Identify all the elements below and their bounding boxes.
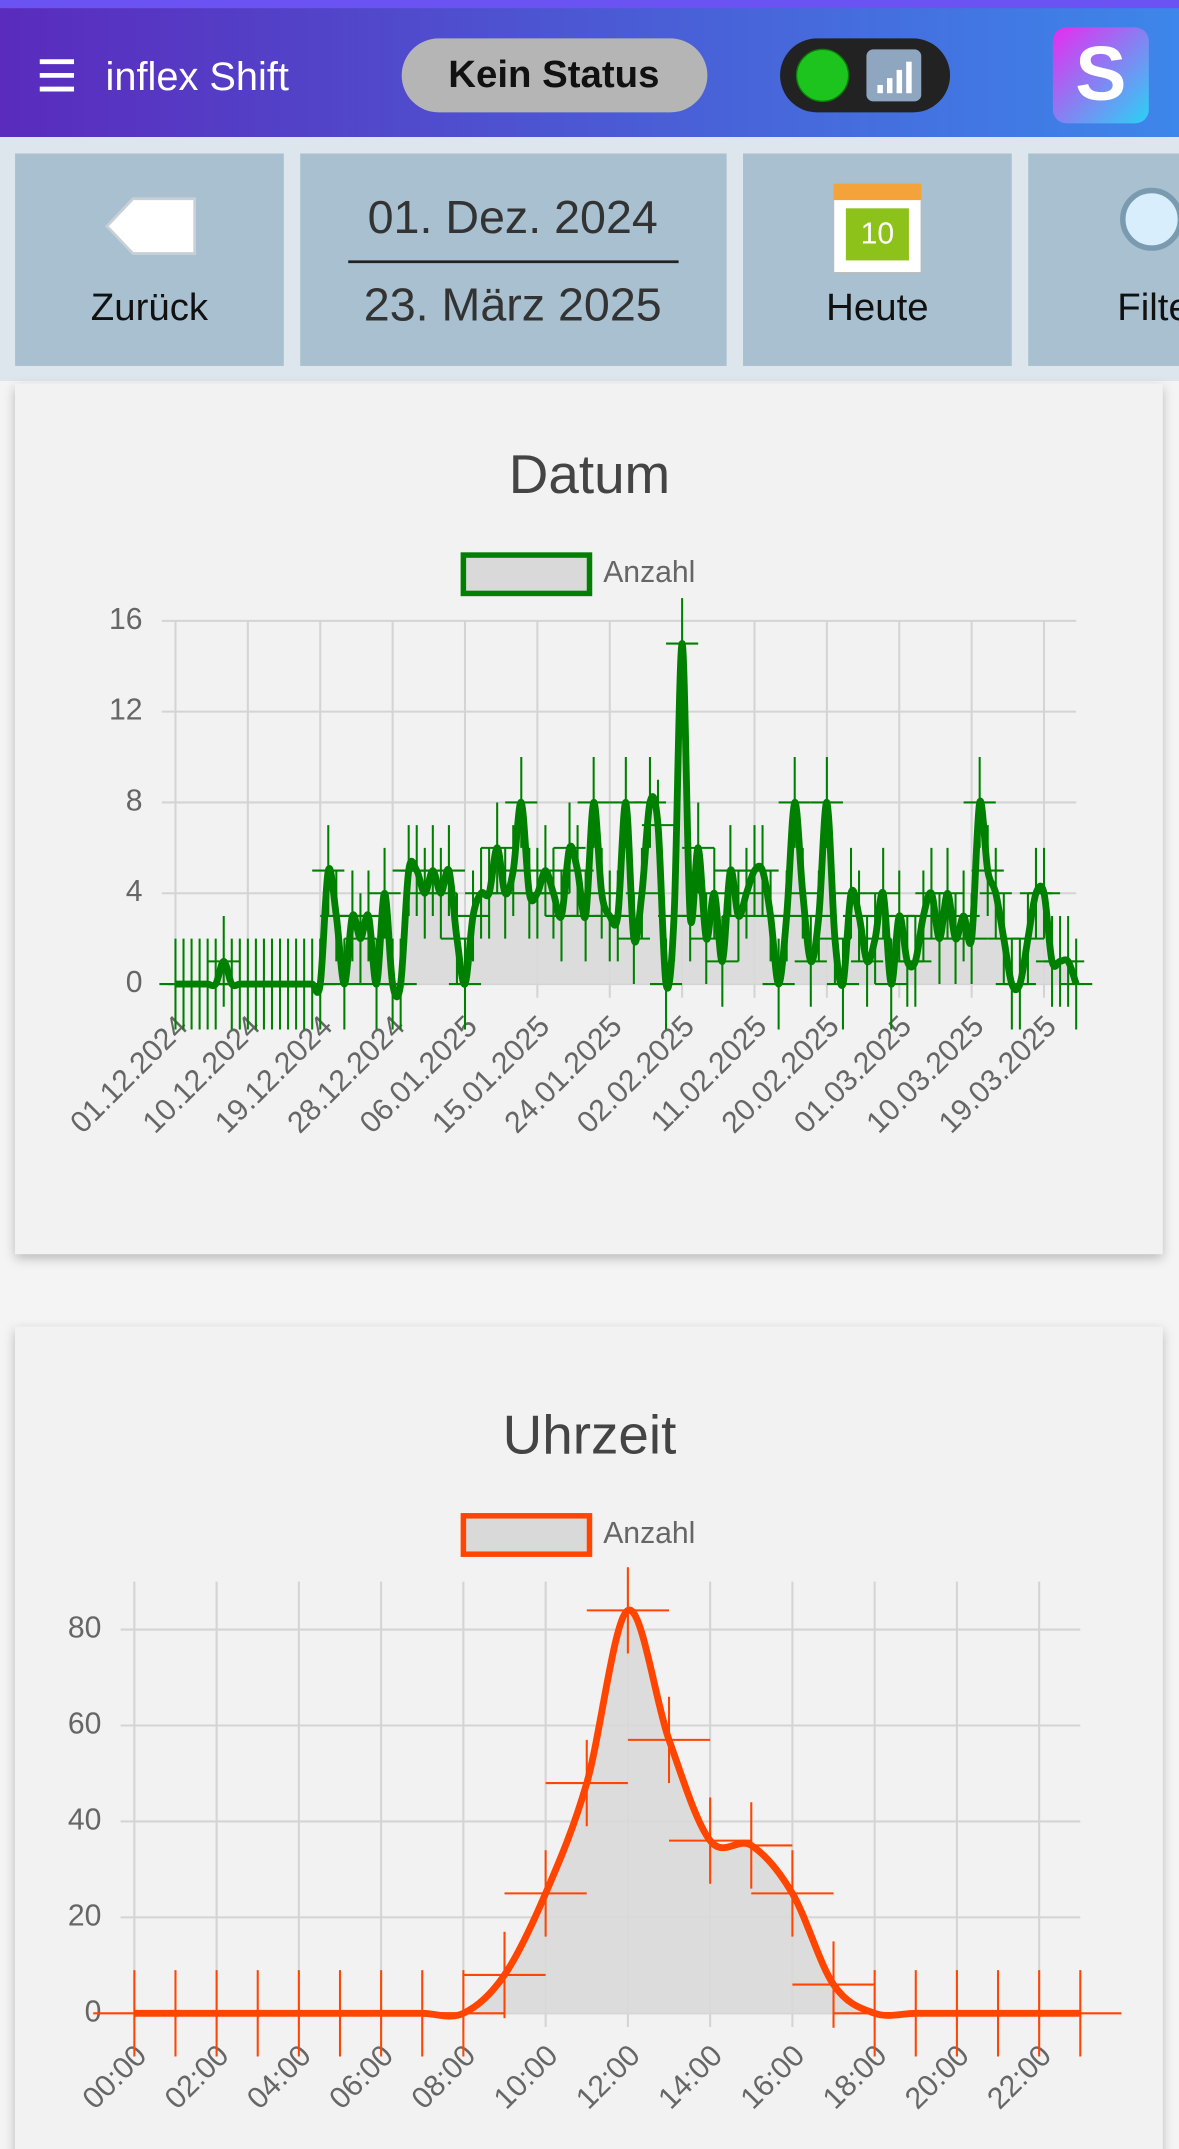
y-tick-label: 0 [126,966,143,999]
calendar-icon [832,182,922,274]
date-to: 23. März 2025 [364,279,662,331]
y-tick-label: 4 [126,875,143,908]
back-icon [105,197,197,255]
chart-title: Datum [509,443,670,505]
app-logo[interactable] [1052,27,1149,124]
status-pill[interactable] [401,38,708,113]
app-title: inflex Shift [106,55,289,99]
y-tick-label: 16 [109,603,143,636]
legend-swatch [460,1513,593,1557]
online-indicator [795,48,850,103]
area [134,1610,1081,2017]
header-stripe [0,0,1179,9]
status-text: Kein Status [448,53,659,96]
legend-label: Anzahl [603,1517,695,1550]
filter-button[interactable] [1028,153,1179,366]
calendar-day: 10 [861,218,895,251]
line [134,1606,1081,2020]
filter-label: Filter [1117,286,1179,329]
y-tick-label: 12 [109,694,143,727]
y-tick-label: 8 [126,784,143,817]
legend-label: Anzahl [603,556,695,589]
y-tick-label: 80 [68,1612,102,1645]
y-tick-label: 0 [85,1995,102,2028]
filter-icon [1120,187,1179,251]
logo-letter: S [1075,32,1126,117]
menu-button[interactable] [39,59,75,92]
today-label: Heute [826,286,928,329]
date-from: 01. Dez. 2024 [368,191,658,243]
chart-title: Uhrzeit [503,1404,677,1466]
legend-swatch [460,552,593,597]
y-tick-label: 20 [68,1899,102,1932]
signal-icon [866,49,922,102]
line [175,640,1080,1001]
date-range-button[interactable] [300,153,727,366]
back-label: Zurück [91,286,209,329]
y-tick-label: 40 [68,1803,102,1836]
back-button[interactable] [15,153,284,366]
y-tick-label: 60 [68,1707,102,1740]
